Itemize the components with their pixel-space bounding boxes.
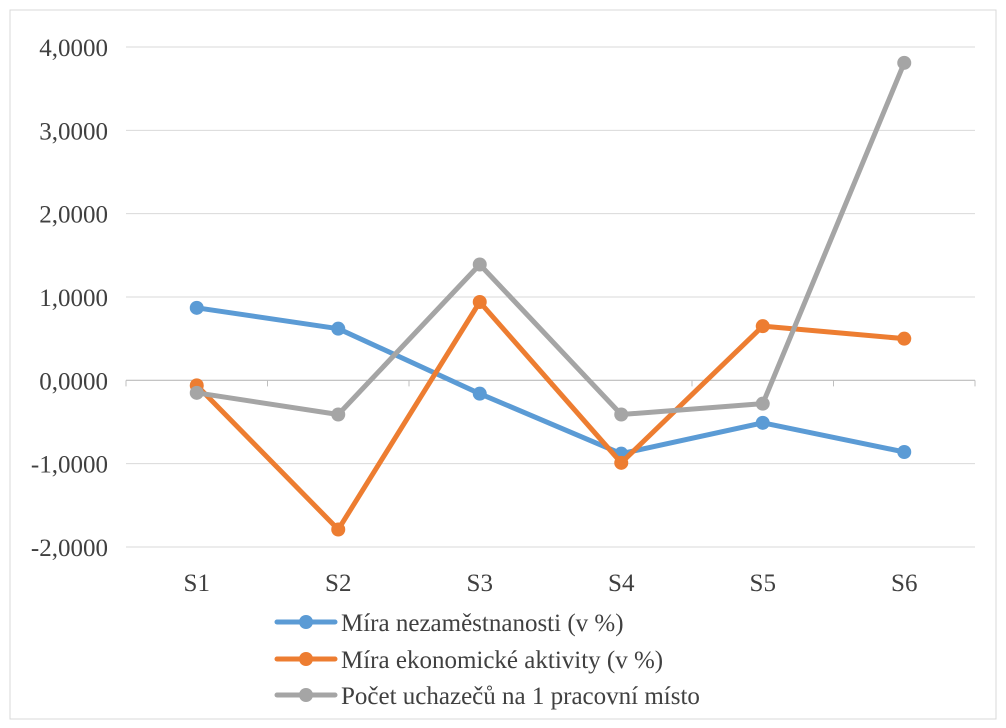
- legend: Míra nezaměstnanosti (v %) Míra ekonomick…: [274, 610, 700, 710]
- data-point: [897, 55, 912, 70]
- y-tick-label: 1,0000: [39, 285, 108, 312]
- x-tick-label: S6: [891, 570, 917, 597]
- legend-label: Míra nezaměstnanosti (v %): [341, 610, 624, 637]
- y-tick-label: 2,0000: [39, 202, 108, 229]
- legend-label: Počet uchazečů na 1 pracovní místo: [341, 683, 700, 710]
- x-tick-label: S4: [608, 570, 635, 597]
- y-tick-label: -1,0000: [31, 452, 108, 479]
- axes: 4,0000 3,0000 2,0000 1,0000 0,0000 -1,0000 -2,…: [31, 35, 976, 597]
- x-tick-label: S5: [750, 570, 776, 597]
- data-point: [755, 396, 770, 411]
- data-point: [614, 407, 629, 422]
- legend-swatch-marker: [299, 615, 313, 629]
- data-point: [472, 257, 487, 272]
- chart-border: [9, 9, 997, 720]
- series-1: [189, 300, 912, 461]
- legend-label: Míra ekonomické aktivity (v %): [341, 647, 663, 674]
- legend-swatch-marker: [299, 652, 313, 666]
- data-point: [472, 386, 487, 401]
- data-point: [189, 385, 204, 400]
- data-point: [331, 407, 346, 422]
- data-point: [755, 319, 770, 334]
- series-line: [194, 305, 907, 457]
- y-tick-label: 3,0000: [39, 118, 108, 145]
- series-lines: [189, 55, 912, 537]
- data-point: [755, 415, 770, 430]
- y-tick-label: -2,0000: [31, 535, 108, 562]
- x-tick-label: S3: [467, 570, 493, 597]
- legend-entry: Míra ekonomické aktivity (v %): [274, 647, 663, 674]
- data-point: [331, 522, 346, 537]
- series-3: [189, 55, 912, 422]
- x-tick-label: S1: [184, 570, 210, 597]
- data-point: [897, 331, 912, 346]
- data-point: [331, 321, 346, 336]
- legend-swatch-marker: [299, 688, 313, 702]
- legend-entry: Počet uchazečů na 1 pracovní místo: [274, 683, 700, 710]
- y-tick-label: 4,0000: [39, 35, 108, 62]
- series-2: [189, 295, 912, 537]
- data-point: [614, 455, 629, 470]
- data-point: [897, 445, 912, 459]
- data-point: [472, 295, 487, 309]
- y-tick-label: 0,0000: [39, 368, 108, 395]
- series-line: [194, 299, 907, 532]
- legend-entry: Míra nezaměstnanosti (v %): [274, 610, 624, 637]
- data-point: [189, 300, 204, 315]
- series-line: [194, 60, 907, 417]
- x-tick-label: S2: [325, 570, 351, 597]
